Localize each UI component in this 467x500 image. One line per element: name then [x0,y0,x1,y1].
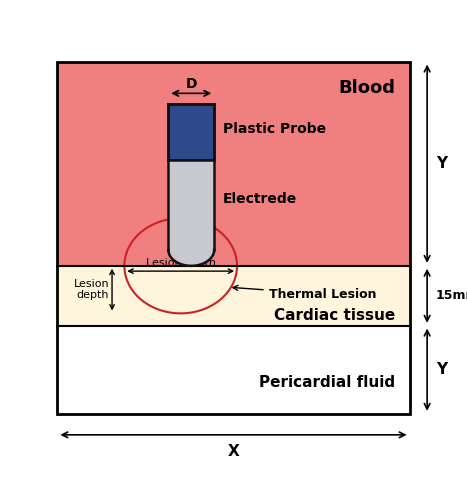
Bar [169,104,214,160]
Text: Blood: Blood [339,80,396,98]
Text: Plastic Probe: Plastic Probe [223,122,326,136]
Text: Lesion
depth: Lesion depth [74,279,109,300]
Bar [57,266,410,326]
Bar [57,326,410,414]
Text: Lesion width: Lesion width [146,258,216,268]
Text: D: D [185,76,197,90]
Text: Pericardial fluid: Pericardial fluid [259,374,396,390]
Text: Y: Y [436,156,447,171]
Text: Y: Y [436,362,447,377]
Bar [57,62,410,266]
Text: Cardiac tissue: Cardiac tissue [274,308,396,323]
Bar [169,160,214,250]
Bar [57,62,410,266]
Polygon shape [169,250,214,266]
Text: X: X [227,444,240,458]
Text: 15mm: 15mm [436,290,467,302]
Text: Thermal Lesion: Thermal Lesion [233,286,376,300]
Text: Electrede: Electrede [223,192,297,206]
Bar [57,62,410,414]
